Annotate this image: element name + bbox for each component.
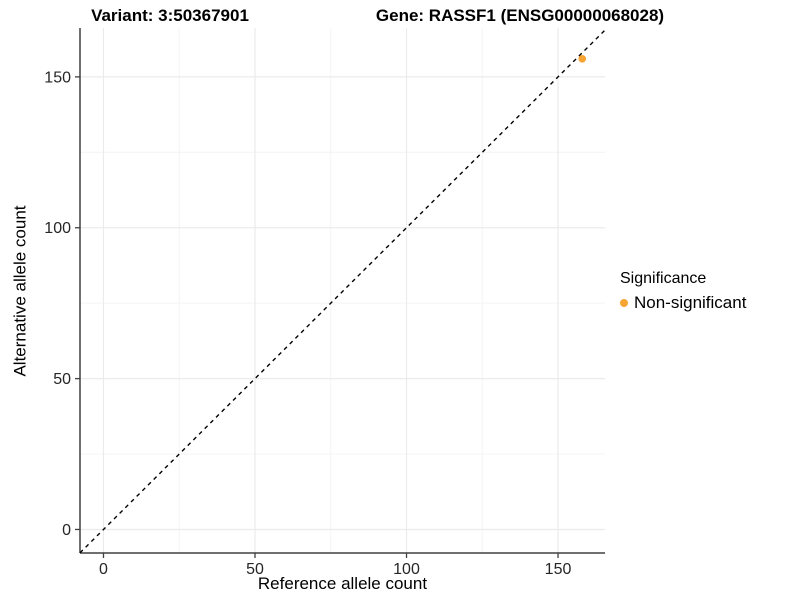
y-axis-title: Alternative allele count	[10, 205, 30, 377]
legend-item-non-significant: Non-significant	[620, 292, 746, 314]
y-tick-label: 50	[53, 371, 71, 388]
plot-title-variant: Variant: 3:50367901	[91, 6, 249, 25]
legend-title: Significance	[620, 270, 707, 287]
x-tick-label: 0	[99, 561, 108, 578]
y-tick-label: 150	[44, 69, 71, 86]
x-tick-label: 150	[545, 561, 572, 578]
x-axis-title: Reference allele count	[257, 574, 428, 593]
x-tick-label: 50	[246, 561, 264, 578]
legend-point-icon	[620, 299, 628, 307]
x-tick-label: 100	[393, 561, 420, 578]
y-tick-label: 0	[62, 522, 71, 539]
y-tick-label: 100	[44, 220, 71, 237]
identity-dashed-line	[79, 29, 606, 554]
plot-title-gene: Gene: RASSF1 (ENSG00000068028)	[375, 6, 665, 25]
legend-item-label: Non-significant	[634, 293, 747, 312]
data-point	[578, 54, 587, 63]
legend: Significance Non-significant	[620, 269, 746, 314]
